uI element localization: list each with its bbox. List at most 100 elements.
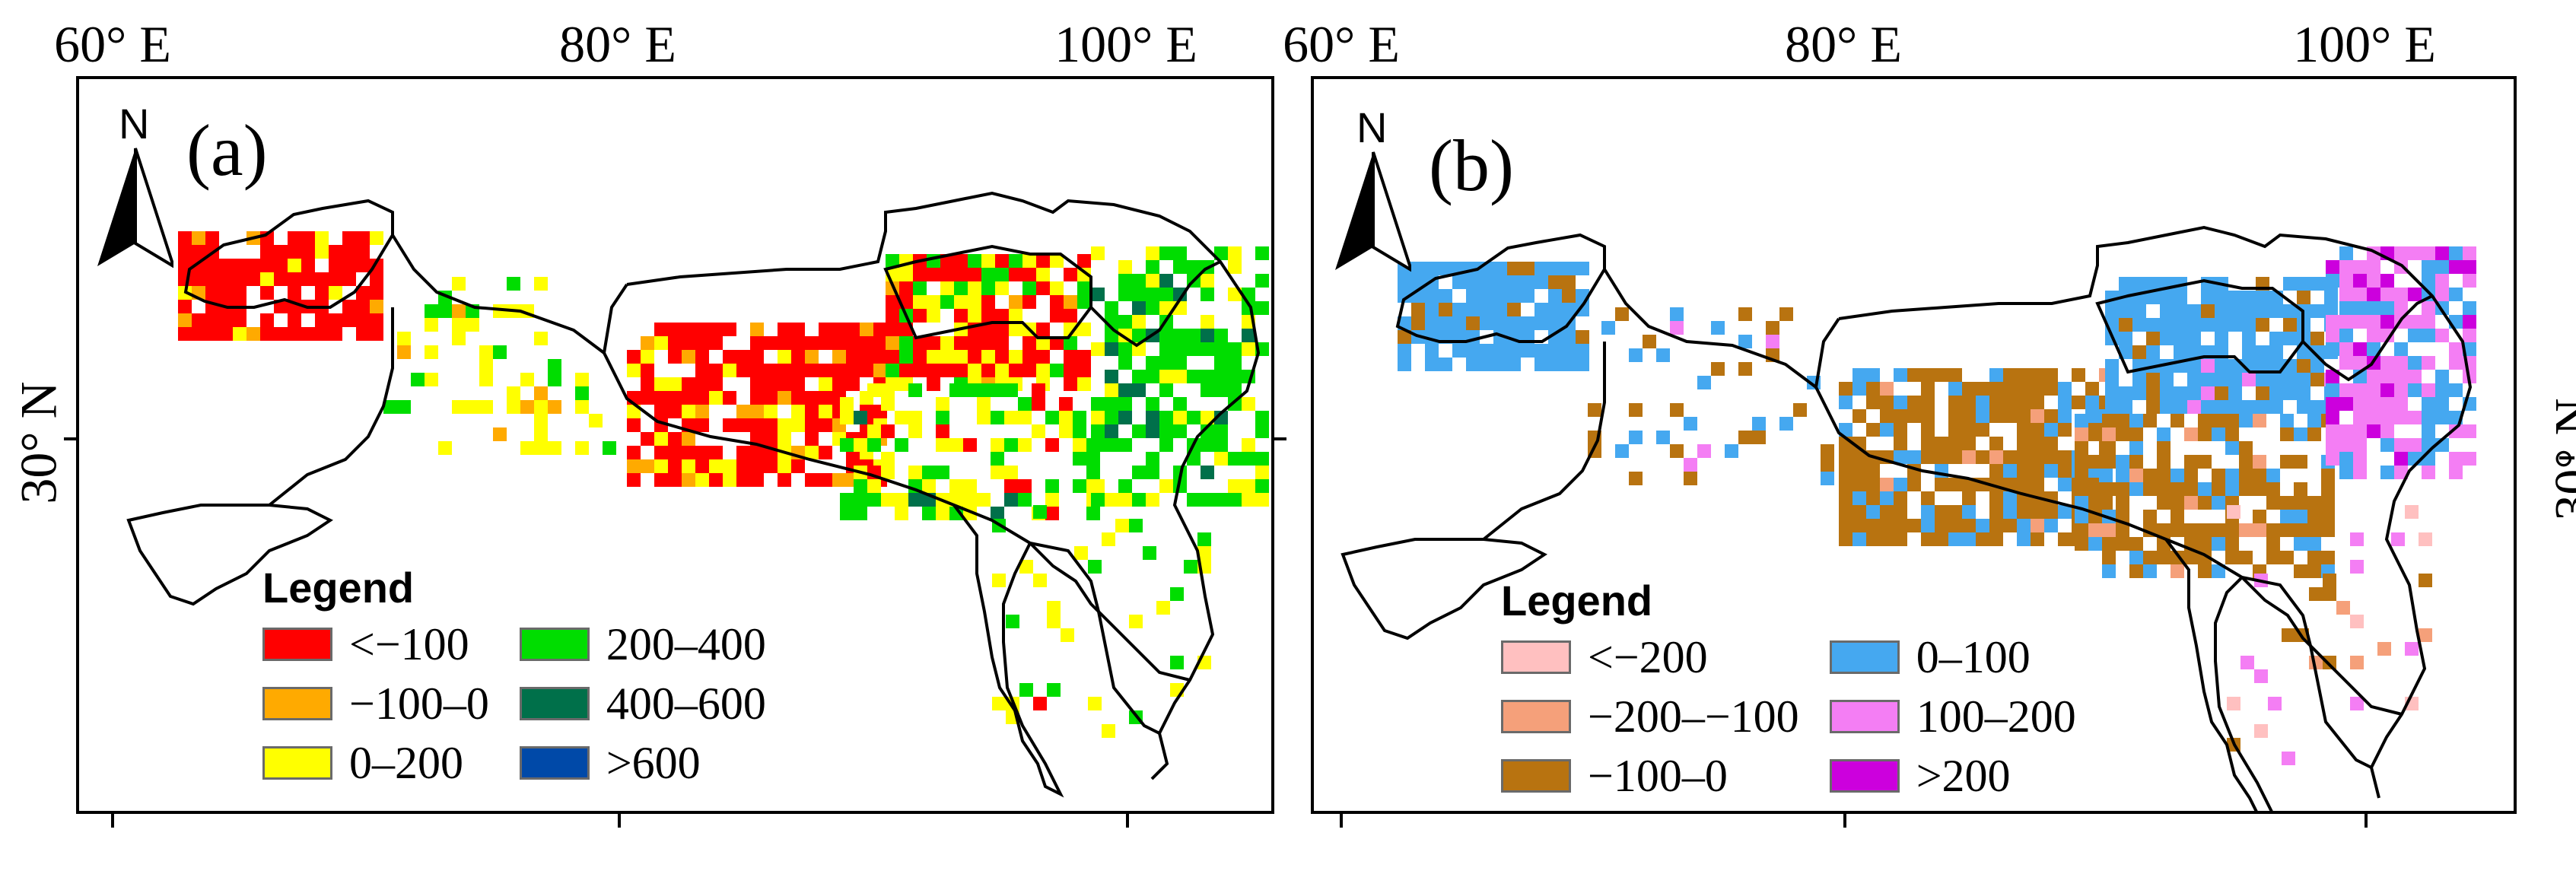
raster-cell [1839,423,1852,437]
raster-cell [1132,288,1146,301]
raster-cell [881,466,895,479]
raster-cell [1064,336,1077,350]
raster-cell [1201,342,1214,356]
raster-cell [192,327,205,341]
raster-cell [1047,615,1061,628]
raster-cell [2184,496,2198,510]
raster-cell [1452,275,1466,289]
raster-cell [2119,277,2132,291]
raster-cell [927,336,940,350]
raster-cell [832,377,846,391]
raster-cell [2350,656,2364,669]
raster-cell [2380,411,2394,424]
raster-cell [936,466,949,479]
raster-cell [2350,697,2364,710]
raster-cell [2266,482,2280,496]
raster-cell [1466,303,1480,316]
raster-cell [954,336,968,350]
raster-cell [2253,523,2266,537]
raster-cell [1064,364,1077,377]
raster-cell [778,473,791,487]
raster-cell [2143,564,2157,578]
raster-cell [301,272,315,286]
raster-cell [1132,383,1146,397]
raster-cell [2031,409,2044,423]
raster-cell [695,336,709,350]
raster-cell [940,295,954,309]
raster-cell [2003,396,2017,409]
raster-cell [1173,397,1187,411]
raster-cell [2017,423,2031,437]
raster-cell [949,479,963,493]
lon-label-60: 60° E [1283,15,1400,73]
raster-cell [2105,400,2119,414]
raster-cell [1425,303,1439,316]
raster-cell [1187,370,1201,383]
raster-cell [1050,254,1064,268]
raster-cell [1132,329,1146,342]
raster-cell [1159,246,1173,260]
raster-cell [1411,262,1425,275]
raster-cell [192,245,205,259]
raster-cell [886,254,899,268]
region-outline [1482,342,1606,541]
raster-cell [627,364,641,377]
raster-cell [1064,323,1077,336]
legend-item: >200 [1829,753,2076,799]
raster-cell [2157,496,2171,510]
raster-cell [977,397,991,411]
raster-cell [791,391,805,405]
raster-cell [2116,427,2129,441]
raster-cell [2419,532,2432,546]
raster-cell [1921,532,1935,546]
raster-cell [342,259,356,272]
raster-cell [2003,464,2017,478]
raster-cell [2310,304,2324,318]
raster-cell [2116,537,2129,551]
raster-cell [2353,466,2367,479]
raster-cell [977,411,991,424]
raster-cell [2321,469,2335,482]
raster-cell [2044,382,2058,396]
raster-cell [1064,268,1077,281]
raster-cell [819,405,832,418]
raster-cell [1852,368,1866,382]
raster-cell [2198,427,2212,441]
raster-cell [927,377,940,391]
raster-cell [1061,628,1074,642]
raster-cell [2031,532,2044,546]
legend-item: −100–0 [1501,753,1799,799]
raster-cell [695,459,709,473]
raster-cell [452,304,466,318]
raster-cell [2321,496,2335,510]
raster-cell [1118,397,1132,411]
raster-cell [1036,268,1050,281]
raster-cell [2449,288,2463,301]
raster-cell [2269,345,2283,359]
raster-cell [899,281,913,295]
raster-cell [1921,450,1935,464]
raster-cell [2212,496,2225,510]
raster-cell [1187,329,1201,342]
raster-cell [913,281,927,295]
raster-cell [1146,466,1159,479]
raster-cell [2353,260,2367,274]
raster-cell [1684,458,1697,472]
raster-cell [2350,560,2364,574]
raster-cell [1032,424,1045,438]
raster-cell [750,336,764,350]
raster-cell [260,327,274,341]
raster-cell [2212,537,2225,551]
raster-cell [1228,342,1242,356]
raster-cell [2072,396,2085,409]
raster-cell [2143,551,2157,564]
raster-cell [1962,382,1976,396]
raster-cell [1852,409,1866,423]
raster-cell [2256,400,2269,414]
raster-cell [1009,309,1022,323]
raster-cell [1255,452,1269,466]
raster-cell [867,438,881,452]
raster-cell [2339,438,2353,452]
raster-cell [791,459,805,473]
raster-cell [2339,315,2353,329]
